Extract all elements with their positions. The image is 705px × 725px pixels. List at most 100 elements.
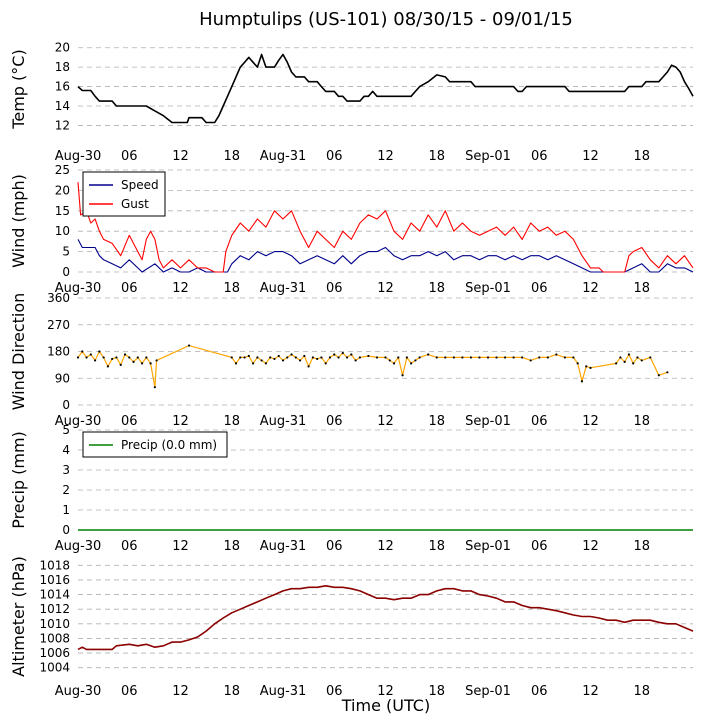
temp-xtick-label: 18 <box>428 149 445 164</box>
alt-ytick-label: 1016 <box>39 573 70 587</box>
dir-point <box>153 386 156 389</box>
precip-ylabel: Precip (mm) <box>9 431 28 529</box>
dir-xtick-label: Aug-31 <box>260 414 307 429</box>
precip-xtick-label: 18 <box>633 539 650 554</box>
dir-point <box>140 362 144 365</box>
precip-ytick-label: 5 <box>62 423 70 437</box>
dir-point <box>333 353 336 356</box>
dir-point <box>136 356 139 359</box>
wind-ytick-label: 15 <box>55 204 70 218</box>
wind-ytick-label: 25 <box>55 163 70 177</box>
dir-point <box>234 362 238 365</box>
dir-point <box>589 366 592 369</box>
dir-point <box>478 356 481 359</box>
dir-point <box>469 356 473 359</box>
dir-point <box>252 362 255 365</box>
dir-point <box>388 359 391 362</box>
alt-ytick-label: 1014 <box>39 588 70 602</box>
dir-point <box>132 360 135 364</box>
dir-point <box>277 354 280 358</box>
temp-xtick-label: Aug-31 <box>260 149 307 164</box>
dir-point <box>281 359 285 362</box>
alt-xtick-label: Aug-30 <box>55 684 102 699</box>
dir-point <box>546 356 549 359</box>
dir-point <box>294 356 297 359</box>
temp-xtick-label: 06 <box>326 149 343 164</box>
dir-point <box>239 356 242 359</box>
wind-xtick-label: 12 <box>377 281 394 296</box>
precip-xtick-label: Sep-01 <box>465 539 511 554</box>
dir-point <box>307 365 310 368</box>
temp-xtick-label: 18 <box>223 149 240 164</box>
dir-point <box>345 356 349 359</box>
dir-ytick-label: 270 <box>47 318 70 332</box>
temp-ylabel: Temp (°C) <box>9 49 28 129</box>
precip-xtick-label: 12 <box>377 539 394 554</box>
dir-point <box>623 360 626 364</box>
precip-ytick-label: 3 <box>62 463 70 477</box>
alt-xtick-label: 06 <box>121 684 138 699</box>
dir-point <box>418 356 421 359</box>
dir-point <box>119 363 122 366</box>
x-axis-label: Time (UTC) <box>341 696 430 715</box>
dir-point <box>555 353 558 356</box>
dir-xtick-label: 18 <box>633 414 650 429</box>
wind-xtick-label: 12 <box>172 281 189 296</box>
dir-point <box>649 356 652 359</box>
precip-xtick-label: 12 <box>172 539 189 554</box>
precip-xtick-label: 12 <box>582 539 599 554</box>
dir-point <box>89 353 92 356</box>
alt-xtick-label: 18 <box>428 684 445 699</box>
alt-series-altimeter <box>77 585 694 651</box>
dir-point <box>427 353 430 356</box>
dir-point <box>93 359 97 362</box>
dir-point <box>576 362 579 365</box>
dir-point <box>538 356 541 359</box>
dir-xtick-label: 18 <box>223 414 240 429</box>
dir-point <box>452 356 455 359</box>
dir-point <box>405 356 408 359</box>
dir-xtick-label: Sep-01 <box>465 414 511 429</box>
dir-point <box>529 359 532 362</box>
precip-xtick-label: 18 <box>223 539 240 554</box>
dir-point <box>128 356 131 359</box>
dir-point <box>337 356 340 359</box>
dir-ytick-label: 0 <box>62 398 70 412</box>
dir-point <box>115 356 118 359</box>
precip-legend: Precip (0.0 mm) <box>82 431 228 458</box>
dir-point <box>243 356 246 359</box>
dir-point <box>615 362 618 365</box>
dir-panel: 360 270 180 90 0 Wind Direction Aug-30 06 12 18 Au… <box>9 291 693 429</box>
wind-ytick-label: 5 <box>62 245 70 259</box>
dir-point <box>384 356 387 359</box>
dir-point <box>98 350 101 353</box>
dir-point <box>290 353 293 356</box>
dir-point <box>512 356 515 359</box>
alt-xtick-label: 18 <box>633 684 650 699</box>
alt-ytick-label: 1004 <box>39 661 70 675</box>
dir-point <box>632 362 635 365</box>
temp-xtick-label: 12 <box>172 149 189 164</box>
dir-point <box>444 356 447 359</box>
dir-xtick-label: 12 <box>582 414 599 429</box>
temp-series-temp <box>77 53 694 124</box>
dir-point <box>311 356 314 359</box>
wind-xtick-label: 12 <box>582 281 599 296</box>
wind-xtick-label: Aug-30 <box>55 281 102 296</box>
dir-ytick-label: 360 <box>47 291 70 305</box>
dir-point <box>286 356 289 359</box>
temp-xtick-label: 18 <box>633 149 650 164</box>
temp-panel: 20 18 16 14 12 Temp (°C) Aug-30 06 12 18 Aug-31 06 1… <box>9 41 694 164</box>
alt-xtick-label: 18 <box>223 684 240 699</box>
dir-point <box>260 359 263 362</box>
dir-point <box>350 353 353 356</box>
dir-xtick-label: 18 <box>428 414 445 429</box>
temp-xtick-label: 06 <box>531 149 548 164</box>
dir-point <box>341 351 344 355</box>
dir-point <box>585 365 588 368</box>
alt-xtick-label: 12 <box>582 684 599 699</box>
dir-point <box>358 356 361 359</box>
wind-xtick-label: 18 <box>223 281 240 296</box>
dir-point <box>106 365 109 368</box>
